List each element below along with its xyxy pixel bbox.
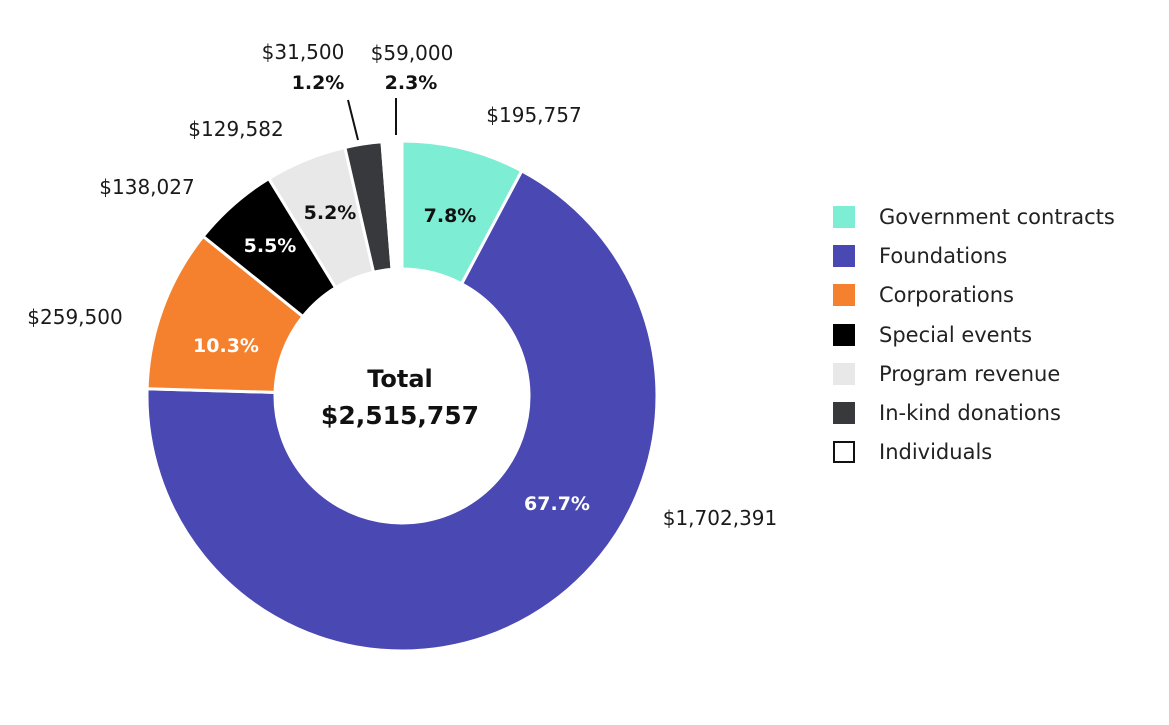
- legend-item-program-revenue: Program revenue: [833, 354, 1115, 393]
- slice-foundations: [145, 168, 659, 653]
- legend-swatch-government-contracts: [833, 205, 855, 228]
- legend-item-government-contracts: Government contracts: [833, 197, 1115, 236]
- percent-label-government-contracts: 7.8%: [424, 205, 477, 227]
- value-label-individuals: $31,500: [262, 40, 345, 64]
- value-label-foundations: $1,702,391: [663, 506, 778, 530]
- percent-label-in-kind-donations: 2.3%: [385, 72, 438, 94]
- center-title: Total: [367, 365, 433, 393]
- legend-label-individuals: Individuals: [879, 440, 993, 465]
- legend-item-in-kind-donations: In-kind donations: [833, 393, 1115, 432]
- legend-swatch-foundations: [833, 244, 855, 267]
- value-label-government-contracts: $195,757: [486, 103, 581, 127]
- legend-label-foundations: Foundations: [879, 243, 1008, 268]
- percent-label-individuals: 1.2%: [292, 72, 345, 94]
- legend-swatch-special-events: [833, 323, 855, 346]
- percent-label-special-events: 5.5%: [244, 235, 297, 257]
- legend-label-in-kind-donations: In-kind donations: [879, 401, 1061, 426]
- legend-label-program-revenue: Program revenue: [879, 361, 1061, 386]
- donut-slices: [145, 139, 659, 653]
- legend-label-special-events: Special events: [879, 322, 1033, 347]
- slice-labels: 7.8% $195,757 67.7% $1,702,391 10.3% $259,500…: [27, 40, 777, 530]
- legend-label-corporations: Corporations: [879, 283, 1014, 308]
- legend-swatch-in-kind-donations: [833, 402, 855, 425]
- percent-label-foundations: 67.7%: [524, 493, 590, 515]
- slice-individuals: [380, 139, 404, 272]
- value-label-special-events: $138,027: [99, 175, 194, 199]
- legend-item-corporations: Corporations: [833, 276, 1115, 315]
- leader-lines: [347, 98, 397, 141]
- legend-swatch-program-revenue: [833, 362, 855, 385]
- legend: Government contracts Foundations Corporati…: [833, 197, 1115, 472]
- legend-label-government-contracts: Government contracts: [879, 204, 1115, 229]
- value-label-program-revenue: $129,582: [188, 117, 283, 141]
- leader-line-individuals: [347, 99, 359, 141]
- center-total: $2,515,757: [321, 401, 479, 430]
- legend-item-special-events: Special events: [833, 315, 1115, 354]
- percent-label-corporations: 10.3%: [193, 335, 259, 357]
- percent-label-program-revenue: 5.2%: [304, 202, 357, 224]
- legend-swatch-corporations: [833, 284, 855, 307]
- legend-item-individuals: Individuals: [833, 433, 1115, 472]
- legend-item-foundations: Foundations: [833, 236, 1115, 275]
- legend-swatch-individuals: [833, 441, 855, 464]
- value-label-corporations: $259,500: [27, 305, 122, 329]
- value-label-in-kind-donations: $59,000: [371, 41, 454, 65]
